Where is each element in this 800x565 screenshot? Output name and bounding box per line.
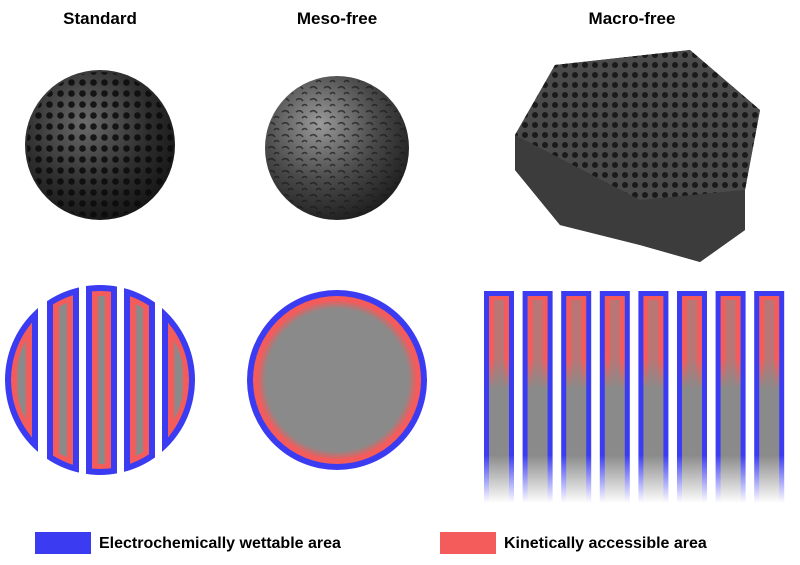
channel-core — [609, 300, 620, 503]
title: Standard — [63, 9, 137, 28]
strip — [58, 296, 68, 464]
channel-core — [725, 300, 736, 503]
meso-free-sphere — [265, 76, 409, 220]
legend-label: Kinetically accessible area — [504, 535, 707, 552]
strip — [16, 296, 27, 464]
channel-core — [648, 300, 659, 503]
channel-core — [494, 300, 504, 503]
legend-swatch — [35, 532, 91, 554]
strip — [97, 296, 106, 464]
standard-sphere — [25, 70, 175, 220]
legend-label: Electrochemically wettable area — [99, 535, 341, 552]
strip — [135, 296, 144, 464]
meso-free-cross-section — [247, 290, 427, 470]
title: Macro-free — [589, 9, 676, 28]
channel-core — [764, 300, 775, 503]
fade — [478, 455, 798, 503]
macro-free-block — [515, 50, 760, 262]
channel-core — [687, 300, 697, 503]
standard-cross-section — [5, 285, 195, 475]
strip — [173, 296, 184, 464]
channel-core — [571, 300, 582, 503]
legend-swatch — [440, 532, 496, 554]
channel-core — [532, 300, 543, 503]
title: Meso-free — [297, 9, 377, 28]
